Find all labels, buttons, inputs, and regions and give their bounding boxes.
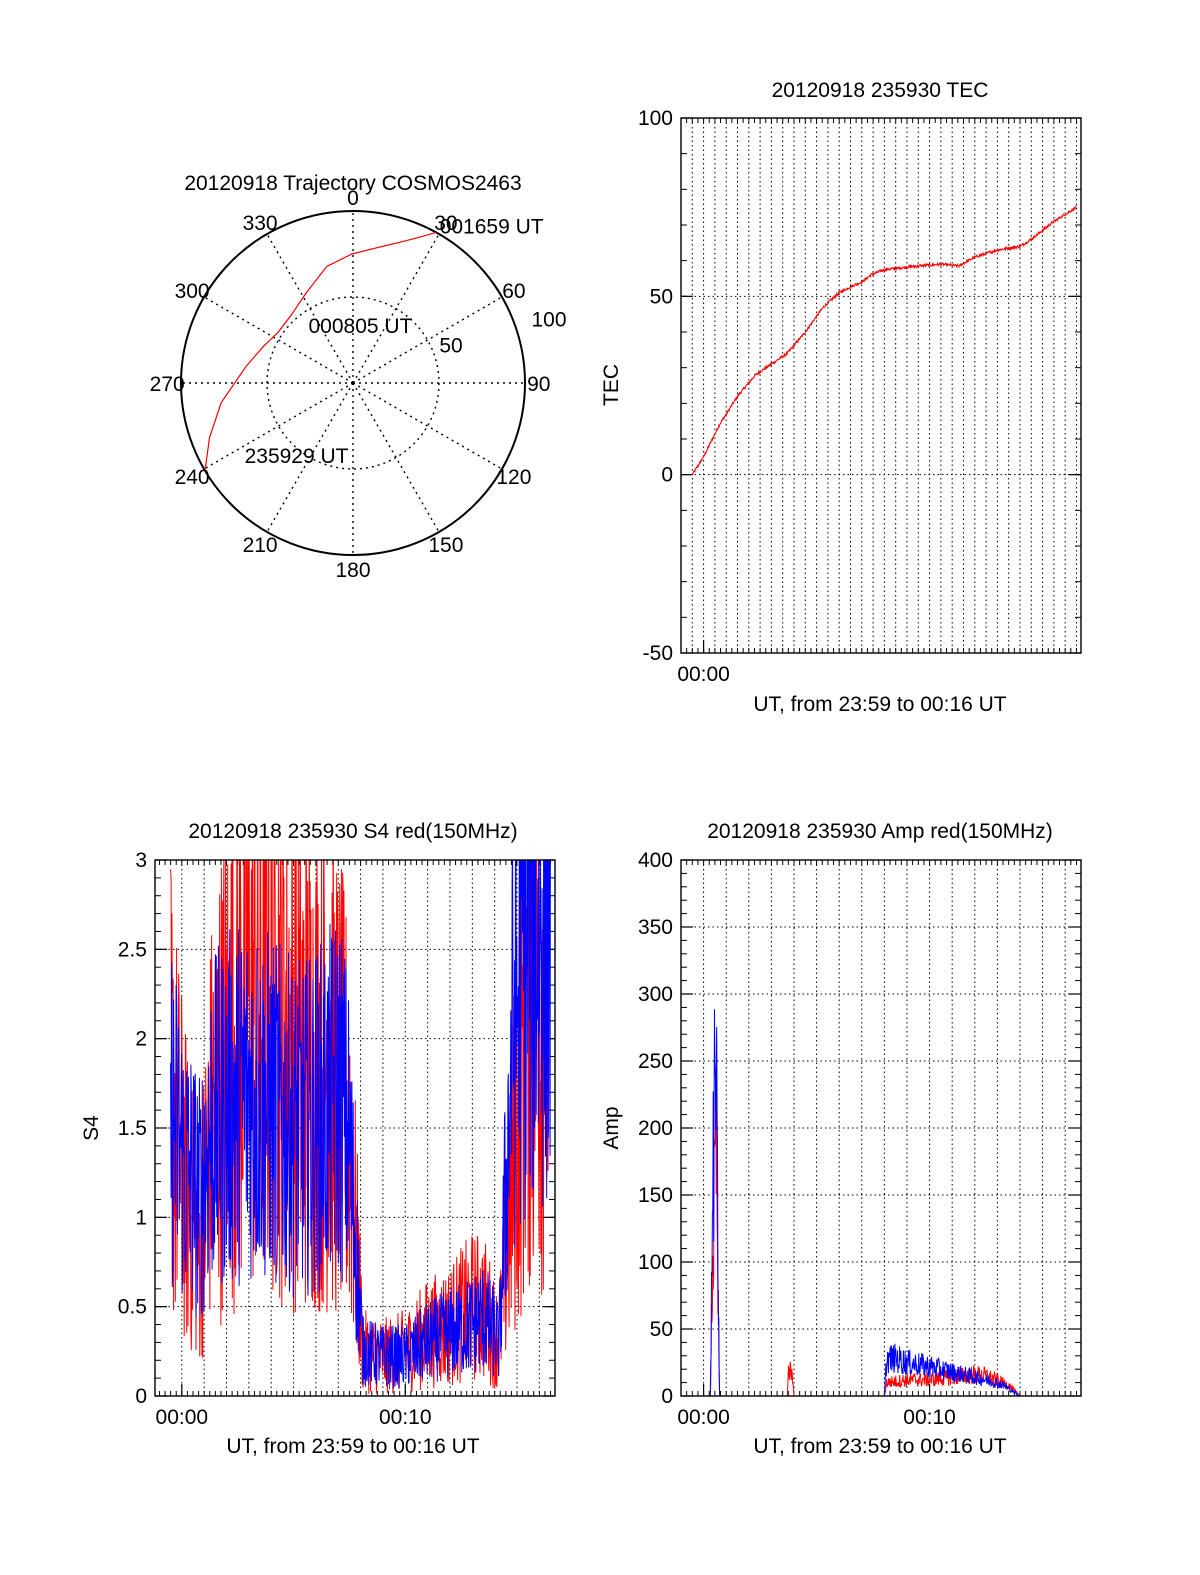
- s4-xtick-label: 00:00: [156, 1406, 209, 1429]
- polar-track-group: [204, 231, 437, 471]
- radial-tick-label: 100: [531, 309, 566, 332]
- s4-plot-area: 0 0.5 1 1.5 2 2.5 3 00:00 00:10: [118, 849, 556, 1429]
- amp-ytick-label: 0: [661, 1385, 673, 1408]
- s4-ytick-label: 3: [135, 849, 147, 872]
- polar-ring: [266, 296, 440, 470]
- s4-ytick-label: 1: [135, 1206, 147, 1229]
- s4-ytick-label: 0.5: [118, 1296, 147, 1319]
- s4-title: 20120918 235930 S4 red(150MHz): [188, 820, 517, 843]
- amp-xlabel: UT, from 23:59 to 00:16 UT: [753, 1435, 1006, 1458]
- amp-ytick-label: 250: [638, 1050, 673, 1073]
- polar-spoke: [352, 296, 503, 384]
- trajectory-time-label: 000805 UT: [309, 315, 413, 338]
- polar-spoke: [352, 233, 440, 384]
- s4-ytick-label: 0: [135, 1385, 147, 1408]
- amp-plot-area: 0 50 100 150 200 250 300 350 400 00:00 00:10: [638, 849, 1082, 1429]
- s4-ytick-label: 2.5: [118, 938, 147, 961]
- trajectory-time-label: 235929 UT: [245, 445, 349, 468]
- tec-ytick-label: 50: [650, 285, 673, 308]
- amp-panel: 20120918 235930 Amp red(150MHz) UT, from…: [600, 820, 1082, 1458]
- radial-tick-label: 50: [439, 335, 462, 358]
- trajectory-time-label: 001659 UT: [440, 216, 544, 239]
- tec-xlabel: UT, from 23:59 to 00:16 UT: [753, 693, 1006, 716]
- s4-series-blue: [170, 860, 551, 1389]
- tec-ytick-label: 100: [638, 107, 673, 130]
- trajectory-line: [204, 231, 437, 471]
- amp-ytick-label: 400: [638, 849, 673, 872]
- s4-ytick-label: 1.5: [118, 1117, 147, 1140]
- s4-panel: 20120918 235930 S4 red(150MHz) UT, from …: [80, 820, 556, 1458]
- polar-grid: [181, 211, 525, 555]
- tec-plot-area: -50 0 50 100 00:00: [638, 107, 1082, 686]
- azimuth-tick-label: 270: [150, 373, 185, 396]
- azimuth-tick-label: 120: [496, 466, 531, 489]
- s4-frame: [154, 859, 556, 1397]
- azimuth-tick-label: 330: [243, 212, 278, 235]
- tec-ytick-label: -50: [643, 642, 673, 665]
- amp-series-blue: [692, 1009, 1077, 1396]
- amp-frame: [680, 859, 1082, 1397]
- amp-ytick-label: 150: [638, 1184, 673, 1207]
- tec-ytick-label: 0: [661, 464, 673, 487]
- polar-labels: 0 30 60 90 120 150 180 210 240 270 300 330 50 100 0016…: [150, 187, 567, 582]
- azimuth-tick-label: 30: [434, 212, 457, 235]
- amp-ytick-label: 50: [650, 1318, 673, 1341]
- amp-title: 20120918 235930 Amp red(150MHz): [707, 820, 1053, 843]
- s4-xlabel: UT, from 23:59 to 00:16 UT: [226, 1435, 479, 1458]
- tec-frame: [680, 117, 1082, 654]
- azimuth-tick-label: 150: [428, 534, 463, 557]
- amp-ytick-label: 350: [638, 916, 673, 939]
- amp-xtick-label: 00:00: [677, 1406, 730, 1429]
- tec-title: 20120918 235930 TEC: [772, 79, 989, 102]
- polar-spoke: [352, 382, 440, 533]
- polar-spoke: [266, 382, 354, 533]
- azimuth-tick-label: 90: [527, 373, 550, 396]
- amp-ytick-label: 300: [638, 983, 673, 1006]
- trajectory-title: 20120918 Trajectory COSMOS2463: [184, 172, 521, 195]
- polar-spoke: [352, 382, 503, 470]
- tec-series-red: [692, 204, 1077, 476]
- azimuth-tick-label: 180: [335, 559, 370, 582]
- tec-xtick-label: 00:00: [677, 663, 730, 686]
- amp-ytick-label: 200: [638, 1117, 673, 1140]
- polar-outer-circle: [180, 210, 526, 556]
- tec-ylabel: TEC: [600, 364, 623, 406]
- s4-ytick-label: 2: [135, 1028, 147, 1051]
- polar-spoke: [266, 233, 354, 384]
- azimuth-tick-label: 210: [243, 534, 278, 557]
- polar-spoke: [203, 382, 354, 470]
- azimuth-tick-label: 240: [175, 466, 210, 489]
- amp-ytick-label: 100: [638, 1251, 673, 1274]
- polar-spoke: [203, 296, 354, 384]
- azimuth-tick-label: 0: [347, 187, 359, 210]
- s4-xtick-label: 00:10: [379, 1406, 432, 1429]
- tec-panel: 20120918 235930 TEC UT, from 23:59 to 00…: [600, 79, 1082, 716]
- s4-ylabel: S4: [80, 1115, 103, 1141]
- azimuth-tick-label: 60: [502, 280, 525, 303]
- trajectory-panel: 20120918 Trajectory COSMOS2463 0 30 60 90 12…: [150, 172, 567, 582]
- azimuth-tick-label: 300: [175, 280, 210, 303]
- amp-ylabel: Amp: [600, 1106, 623, 1149]
- amp-xtick-label: 00:10: [903, 1406, 956, 1429]
